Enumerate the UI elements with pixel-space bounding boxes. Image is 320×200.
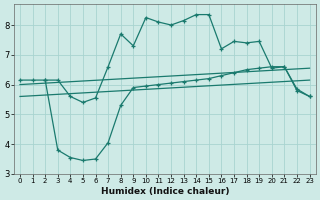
X-axis label: Humidex (Indice chaleur): Humidex (Indice chaleur) [100, 187, 229, 196]
